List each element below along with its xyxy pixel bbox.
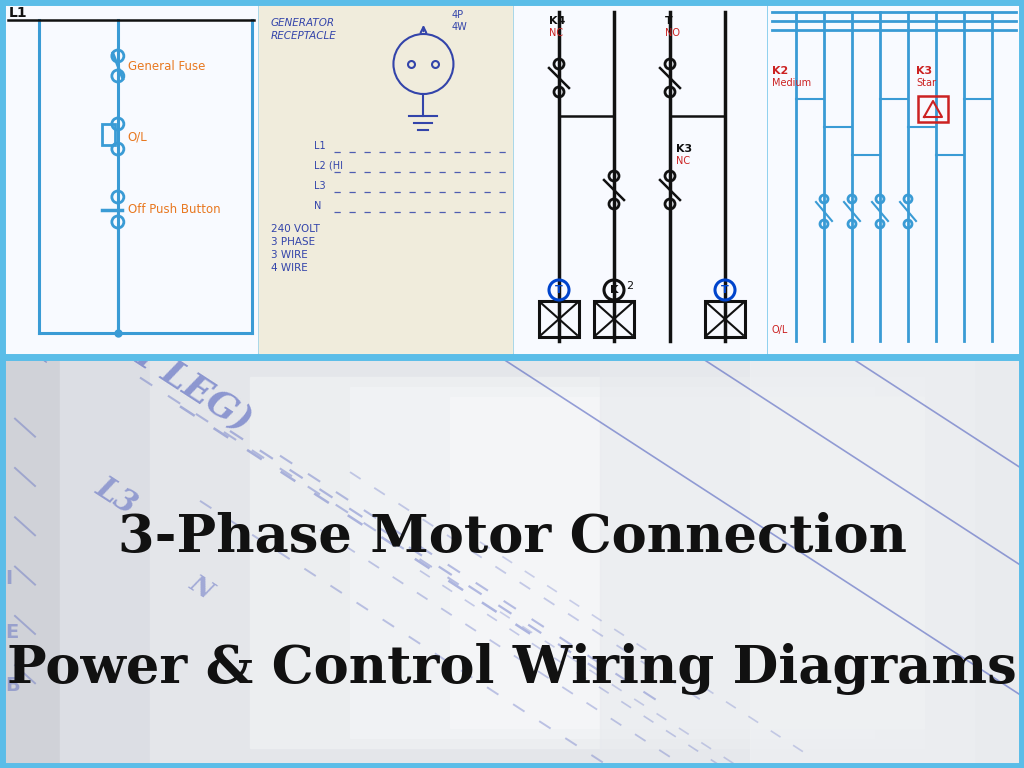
Bar: [594, 301, 634, 337]
Text: I: I: [5, 569, 12, 588]
Text: E: E: [5, 623, 18, 642]
Bar: [750, 357, 1024, 768]
Bar: [101, 124, 115, 145]
Text: K4: K4: [549, 16, 565, 26]
Text: N: N: [185, 571, 217, 604]
Bar: [450, 397, 924, 728]
Text: B: B: [5, 677, 19, 695]
Bar: [259, 4, 512, 353]
Text: 3-Phase Motor Connection: 3-Phase Motor Connection: [118, 512, 906, 564]
Text: RECEPTACLE: RECEPTACLE: [271, 31, 337, 41]
Text: L1: L1: [18, 330, 60, 369]
Text: 4W: 4W: [452, 22, 468, 32]
Text: K3: K3: [916, 66, 932, 76]
Text: N: N: [314, 201, 322, 211]
Text: O/L: O/L: [772, 325, 788, 335]
Bar: [350, 387, 874, 738]
Text: 2: 2: [626, 281, 633, 291]
Bar: [600, 357, 1024, 768]
Text: L2 (HI: L2 (HI: [314, 161, 343, 171]
Text: Power & Control Wiring Diagrams: Power & Control Wiring Diagrams: [7, 644, 1017, 695]
Text: GENERATOR: GENERATOR: [271, 18, 335, 28]
Text: K2: K2: [772, 66, 788, 76]
Text: 3 PHASE: 3 PHASE: [271, 237, 315, 247]
Text: NC: NC: [549, 28, 563, 38]
Bar: [514, 3, 766, 354]
Text: 3 WIRE: 3 WIRE: [271, 250, 308, 260]
Bar: [259, 4, 512, 353]
Bar: [705, 301, 745, 337]
Text: Medium: Medium: [772, 78, 811, 88]
Bar: [768, 3, 1020, 354]
Bar: [4, 3, 257, 354]
Text: NC: NC: [676, 156, 690, 166]
Text: 4P: 4P: [452, 10, 464, 20]
Text: O/L: O/L: [128, 130, 147, 143]
Text: L1: L1: [9, 6, 28, 20]
Text: K: K: [609, 285, 618, 295]
Bar: [0, 0, 1024, 357]
Text: T: T: [665, 16, 673, 26]
Bar: [918, 96, 948, 122]
Text: 240 VOLT: 240 VOLT: [271, 224, 319, 234]
Text: L3: L3: [314, 181, 326, 191]
Bar: [259, 3, 512, 354]
Text: L2_(HI LEG): L2_(HI LEG): [30, 273, 259, 439]
Text: T: T: [721, 285, 729, 295]
Bar: [150, 357, 974, 768]
Text: 4 WIRE: 4 WIRE: [271, 263, 308, 273]
Text: Off Push Button: Off Push Button: [128, 203, 220, 216]
Text: NO: NO: [665, 28, 680, 38]
Text: Star: Star: [916, 78, 936, 88]
Bar: [250, 377, 924, 748]
Text: L3: L3: [90, 472, 142, 521]
Text: T: T: [555, 285, 563, 295]
Text: K3: K3: [676, 144, 692, 154]
Bar: [0, 357, 1024, 768]
Text: L1: L1: [314, 141, 326, 151]
Bar: [539, 301, 579, 337]
Bar: [60, 357, 1024, 768]
Text: General Fuse: General Fuse: [128, 59, 205, 72]
